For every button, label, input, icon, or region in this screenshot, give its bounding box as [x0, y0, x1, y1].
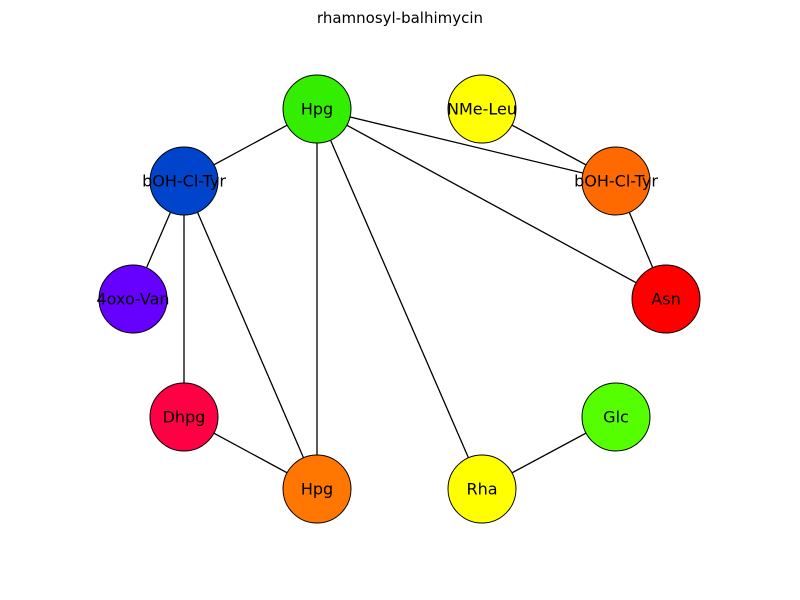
edge-n9-n6 [183, 180, 318, 490]
node-circle [282, 454, 352, 524]
diagram-title: rhamnosyl-balhimycin [316, 9, 484, 27]
node-n3: Asn [631, 264, 701, 334]
node-n2: bOH-Cl-Tyr [574, 146, 658, 216]
node-circle [581, 382, 651, 452]
node-n6: Hpg [282, 454, 352, 524]
node-n9: bOH-Cl-Tyr [142, 146, 226, 216]
edge-n0-n3 [316, 108, 667, 300]
node-circle [149, 146, 219, 216]
node-label: Asn [651, 290, 680, 309]
node-label: Rha [466, 480, 497, 499]
node-circle [98, 264, 168, 334]
node-n0: Hpg [282, 74, 352, 144]
node-circle [447, 454, 517, 524]
node-circle [447, 74, 517, 144]
edge-n0-n2 [316, 108, 617, 182]
node-circle [581, 146, 651, 216]
node-label: Dhpg [163, 408, 206, 427]
node-label: NMe-Leu [447, 100, 517, 119]
node-label: bOH-Cl-Tyr [574, 172, 658, 191]
node-layer: Hpg NMe-Leu bOH-Cl-Tyr Asn Glc Rha Hpg Dhpg 4oxo… [96, 74, 701, 524]
node-circle [631, 264, 701, 334]
node-label: bOH-Cl-Tyr [142, 172, 226, 191]
node-n1: NMe-Leu [447, 74, 517, 144]
node-label: Glc [603, 408, 629, 427]
node-label: Hpg [301, 100, 333, 119]
node-n5: Rha [447, 454, 517, 524]
node-n8: 4oxo-Van [96, 264, 170, 334]
edge-n0-n5 [316, 108, 483, 490]
node-circle [282, 74, 352, 144]
node-label: 4oxo-Van [96, 290, 169, 309]
node-circle [149, 382, 219, 452]
node-n7: Dhpg [149, 382, 219, 452]
node-label: Hpg [301, 480, 333, 499]
node-n4: Glc [581, 382, 651, 452]
